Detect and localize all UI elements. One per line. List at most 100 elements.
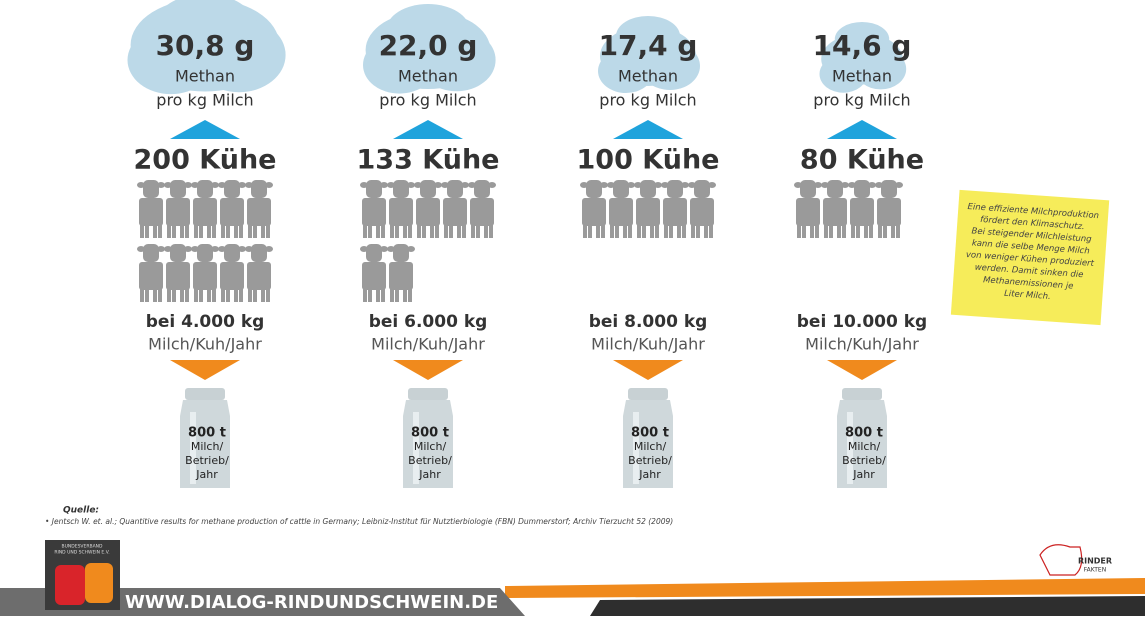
cow-part [610, 224, 614, 238]
can-text: Milch/ [848, 440, 881, 453]
cow-part [167, 224, 171, 238]
cow-icon [414, 180, 442, 238]
methane-unit: pro kg Milch [379, 91, 476, 110]
cow-part [403, 224, 407, 238]
cow-part [226, 224, 230, 238]
cow-part [199, 288, 203, 302]
can-text: Jahr [195, 468, 218, 481]
cow-part [408, 224, 412, 238]
cow-part [690, 198, 714, 226]
cow-part [691, 224, 695, 238]
cow-part [696, 224, 700, 238]
cow-icon [360, 244, 388, 302]
cow-part [484, 224, 488, 238]
cow-part [238, 246, 246, 252]
cow-part [362, 198, 386, 226]
cow-part [821, 182, 829, 188]
org-name: RIND UND SCHWEIN E.V. [54, 550, 109, 556]
cow-part [797, 224, 801, 238]
cow-count: 200 Kühe [134, 145, 277, 176]
footer-url: WWW.DIALOG-RINDUNDSCHWEIN.DE [125, 592, 498, 613]
cow-part [709, 224, 713, 238]
cow-part [185, 288, 189, 302]
cow-part [582, 198, 606, 226]
cow-part [145, 288, 149, 302]
cow-part [253, 288, 257, 302]
cow-part [247, 198, 271, 226]
cow-part [694, 180, 710, 198]
cloud [819, 55, 868, 93]
url-bar [0, 588, 525, 616]
cow-part [677, 224, 681, 238]
methane-label: Methan [832, 67, 892, 86]
cow-part [642, 224, 646, 238]
can-lid [408, 388, 448, 400]
logo-shape [55, 565, 85, 605]
cow-part [180, 224, 184, 238]
logo-shape [85, 563, 113, 603]
cow-part [654, 182, 662, 188]
methane-unit: pro kg Milch [156, 91, 253, 110]
cow-icon [387, 180, 415, 238]
cow-part [613, 180, 629, 198]
cow-part [158, 288, 162, 302]
cow-part [441, 182, 449, 188]
can-highlight [633, 412, 639, 484]
org-name: BUNDESVERBAND [62, 544, 103, 550]
cow-part [199, 224, 203, 238]
cow-part [407, 182, 415, 188]
can-text: 800 t [188, 426, 226, 441]
cow-part [251, 244, 267, 262]
cloud [834, 22, 890, 56]
cow-part [407, 246, 415, 252]
cow-icon [137, 244, 165, 302]
milk-yield: bei 10.000 kg [797, 312, 927, 332]
cow-part [661, 182, 669, 188]
cow-part [184, 246, 192, 252]
cow-part [637, 224, 641, 238]
cow-part [814, 182, 822, 188]
cow-part [366, 244, 382, 262]
cow-part [848, 182, 856, 188]
milk-yield: bei 8.000 kg [589, 312, 708, 332]
cow-part [247, 262, 271, 290]
cow-part [191, 246, 199, 252]
cow-part [420, 180, 436, 198]
cow-part [600, 182, 608, 188]
cow-part [172, 224, 176, 238]
cow-icon [387, 244, 415, 302]
cow-part [416, 198, 440, 226]
cow-part [414, 182, 422, 188]
cow-part [211, 182, 219, 188]
cow-part [253, 224, 257, 238]
cow-part [395, 288, 399, 302]
orange-arrow [613, 360, 683, 380]
cow-icon [245, 244, 273, 302]
cow-part [248, 224, 252, 238]
cow-part [403, 288, 407, 302]
milk-yield-unit: Milch/Kuh/Jahr [371, 335, 485, 354]
cow-part [153, 224, 157, 238]
orange-stripe [505, 578, 1145, 598]
blue-arrow [613, 120, 683, 139]
cow-part [664, 224, 668, 238]
cow-part [389, 198, 413, 226]
cloud [155, 0, 255, 56]
cow-part [636, 198, 660, 226]
cow-part [489, 224, 493, 238]
cow-count: 133 Kühe [357, 145, 500, 176]
cow-icon [191, 244, 219, 302]
cow-part [266, 224, 270, 238]
cow-part [851, 224, 855, 238]
can-text: Jahr [852, 468, 875, 481]
orange-arrow [170, 360, 240, 380]
cow-part [583, 224, 587, 238]
cow-part [854, 180, 870, 198]
cow-part [139, 198, 163, 226]
cow-part [449, 224, 453, 238]
cow-part [430, 224, 434, 238]
can-highlight [847, 412, 853, 484]
cow-icon [634, 180, 662, 238]
